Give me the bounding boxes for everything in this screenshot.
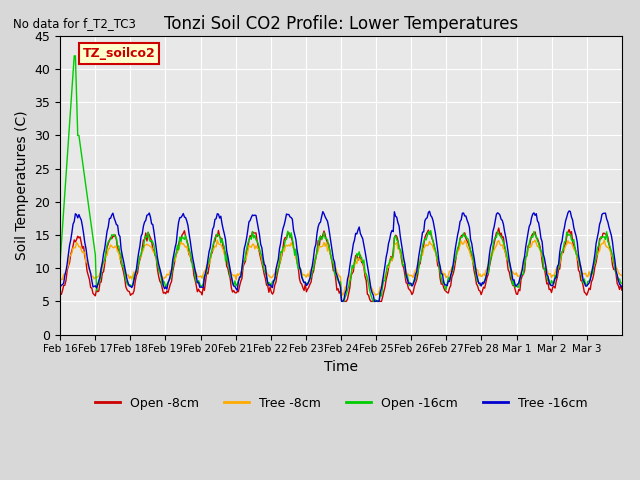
Open -8cm	[231, 290, 239, 296]
Tree -8cm	[371, 290, 378, 296]
Line: Open -8cm: Open -8cm	[60, 228, 622, 301]
Tree -8cm	[568, 240, 575, 246]
Open -8cm	[618, 288, 626, 293]
X-axis label: Time: Time	[324, 360, 358, 374]
Open -8cm	[372, 299, 380, 304]
Text: TZ_soilco2: TZ_soilco2	[83, 47, 156, 60]
Open -16cm	[70, 53, 78, 59]
Tree -16cm	[470, 255, 478, 261]
Tree -16cm	[231, 284, 239, 289]
Title: Tonzi Soil CO2 Profile: Lower Temperatures: Tonzi Soil CO2 Profile: Lower Temperatur…	[164, 15, 518, 33]
Tree -16cm	[372, 299, 380, 304]
Tree -16cm	[399, 248, 406, 253]
Line: Tree -8cm: Tree -8cm	[60, 240, 622, 295]
Tree -8cm	[372, 292, 380, 298]
Open -16cm	[294, 266, 302, 272]
Tree -16cm	[56, 284, 64, 290]
Tree -16cm	[293, 247, 301, 252]
Open -16cm	[232, 283, 240, 289]
Line: Tree -16cm: Tree -16cm	[60, 211, 622, 301]
Tree -8cm	[56, 276, 64, 281]
Tree -16cm	[338, 299, 346, 304]
Line: Open -16cm: Open -16cm	[60, 56, 622, 301]
Open -16cm	[373, 299, 381, 304]
Tree -16cm	[565, 208, 573, 214]
Open -16cm	[569, 238, 577, 244]
Tree -8cm	[600, 237, 608, 243]
Open -16cm	[472, 268, 479, 274]
Tree -16cm	[569, 217, 577, 223]
Tree -16cm	[618, 284, 626, 290]
Open -16cm	[56, 259, 64, 264]
Tree -8cm	[293, 258, 301, 264]
Open -8cm	[495, 225, 502, 231]
Open -8cm	[399, 262, 406, 268]
Open -8cm	[470, 268, 478, 274]
Open -16cm	[400, 262, 408, 267]
Open -8cm	[293, 258, 301, 264]
Open -16cm	[618, 280, 626, 286]
Tree -8cm	[231, 272, 239, 278]
Open -8cm	[338, 299, 346, 304]
Y-axis label: Soil Temperatures (C): Soil Temperatures (C)	[15, 110, 29, 260]
Open -16cm	[338, 299, 346, 304]
Legend: Open -8cm, Tree -8cm, Open -16cm, Tree -16cm: Open -8cm, Tree -8cm, Open -16cm, Tree -…	[90, 392, 592, 415]
Tree -8cm	[618, 273, 626, 278]
Text: No data for f_T2_TC3: No data for f_T2_TC3	[13, 17, 136, 30]
Tree -8cm	[470, 262, 478, 268]
Tree -8cm	[399, 256, 406, 262]
Open -8cm	[569, 239, 577, 244]
Open -8cm	[56, 291, 64, 297]
